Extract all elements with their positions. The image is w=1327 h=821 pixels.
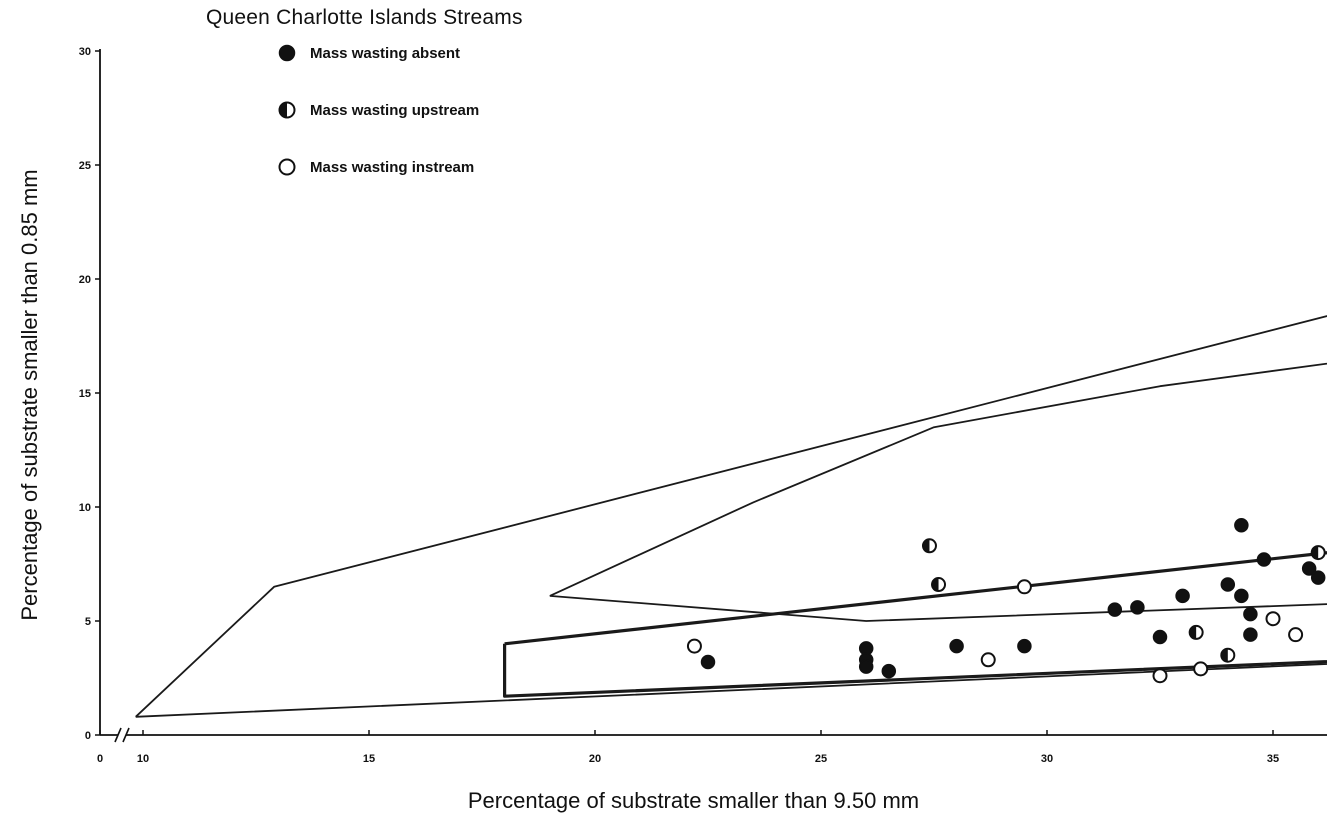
marker-shape [1243, 606, 1258, 622]
marker-shape [949, 638, 964, 654]
marker-shape [278, 44, 296, 62]
axes [99, 49, 1327, 743]
y-tick-label: 25 [79, 160, 91, 172]
marker-shape [1234, 588, 1249, 604]
data-point [1130, 600, 1145, 615]
marker-shape [1288, 627, 1304, 643]
data-point [1234, 517, 1249, 533]
marker-fill [1189, 625, 1197, 639]
x-tick-label: 20 [589, 753, 601, 765]
marker-fill [279, 102, 287, 118]
data-point [1017, 638, 1032, 654]
marker-shape [700, 654, 716, 670]
axis-ticks: 01015202530354045505560051015202530 [79, 46, 1279, 765]
x-tick-label: 10 [137, 753, 149, 765]
legend-marker [278, 158, 296, 176]
data-point [881, 663, 897, 679]
data-point [949, 638, 964, 654]
legend-marker [278, 101, 296, 119]
data-point [980, 652, 996, 668]
data-point [921, 538, 937, 554]
y-tick-label: 30 [79, 46, 91, 58]
data-point [1220, 577, 1236, 592]
legend-label: Mass wasting absent [310, 45, 460, 62]
marker-fill [1221, 648, 1228, 662]
data-point [1152, 629, 1168, 645]
region-outline [549, 362, 1327, 622]
data-point [1175, 588, 1190, 604]
marker-shape [1152, 629, 1168, 645]
marker-shape [1243, 627, 1258, 642]
marker-fill [932, 578, 939, 592]
marker-shape [1310, 570, 1326, 585]
data-point [1234, 588, 1249, 604]
x-tick-label: 15 [363, 753, 375, 765]
region-outlines [135, 315, 1327, 718]
marker-shape [1256, 552, 1272, 567]
data-point [1188, 624, 1204, 640]
x-tick-label: 30 [1041, 753, 1053, 765]
marker-shape [1107, 602, 1123, 617]
marker-shape [1193, 661, 1209, 677]
data-point [931, 577, 947, 593]
data-point [686, 638, 702, 654]
marker-fill [1311, 546, 1319, 560]
x-tick-label: 0 [97, 753, 103, 765]
marker-shape [1130, 600, 1145, 615]
x-tick-label: 35 [1267, 753, 1279, 765]
marker-fill [922, 539, 930, 553]
region-outline [135, 315, 1327, 718]
legend-label: Mass wasting instream [310, 159, 474, 176]
data-point [858, 659, 874, 674]
data-point [1310, 570, 1326, 585]
y-tick-label: 20 [79, 274, 91, 286]
data-point [1152, 668, 1168, 684]
data-point [700, 654, 716, 670]
marker-shape [278, 158, 296, 176]
data-point [1107, 602, 1123, 617]
data-point [1220, 647, 1236, 663]
marker-shape [1152, 668, 1168, 684]
x-tick-label: 25 [815, 753, 827, 765]
marker-shape [1301, 561, 1317, 576]
region-outline [503, 551, 1327, 698]
axis-break-mark [114, 727, 122, 743]
marker-shape [881, 663, 897, 679]
y-tick-label: 5 [85, 616, 91, 628]
y-axis-label: Percentage of substrate smaller than 0.8… [17, 169, 42, 621]
marker-shape [1220, 577, 1236, 592]
legend-marker [278, 44, 296, 62]
marker-shape [858, 659, 874, 674]
axis-break-mark [122, 727, 130, 743]
marker-shape [1234, 517, 1249, 533]
legend: Mass wasting absent Mass wasting upstream… [278, 44, 479, 176]
x-axis-label: Percentage of substrate smaller than 9.5… [467, 788, 920, 813]
data-point [1265, 611, 1281, 627]
y-tick-label: 10 [79, 502, 91, 514]
marker-shape [686, 638, 702, 654]
marker-shape [1175, 588, 1190, 604]
data-point [1256, 552, 1272, 567]
data-point [1193, 661, 1209, 677]
y-tick-label: 0 [85, 730, 91, 742]
marker-shape [1265, 611, 1281, 627]
data-point [1310, 545, 1326, 561]
data-point [1301, 561, 1317, 576]
marker-shape [1016, 579, 1032, 595]
legend-label: Mass wasting upstream [310, 102, 479, 119]
data-point [1243, 606, 1258, 622]
chart-title: Queen Charlotte Islands Streams [206, 6, 523, 29]
marker-shape [980, 652, 996, 668]
data-points [686, 517, 1326, 684]
data-point [1288, 627, 1304, 643]
data-point [1243, 627, 1258, 642]
data-point [1016, 579, 1032, 595]
y-tick-label: 15 [79, 388, 91, 400]
marker-shape [1017, 638, 1032, 654]
